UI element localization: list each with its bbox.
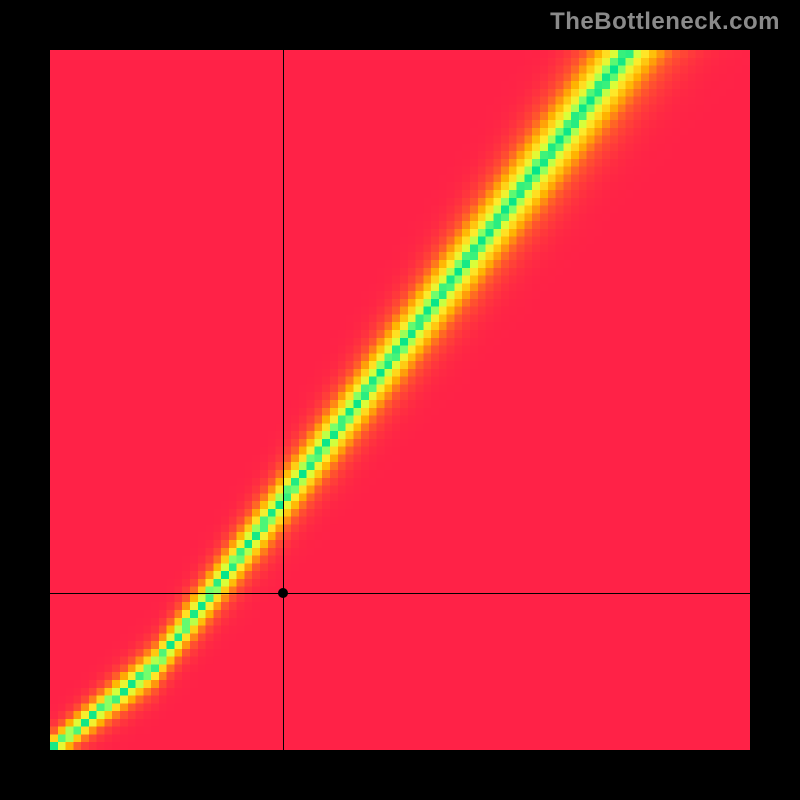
crosshair-marker: [278, 588, 288, 598]
chart-container: TheBottleneck.com: [0, 0, 800, 800]
crosshair-horizontal: [50, 593, 750, 594]
bottleneck-heatmap: [50, 50, 750, 750]
crosshair-vertical: [283, 50, 284, 750]
watermark-text: TheBottleneck.com: [550, 8, 780, 36]
